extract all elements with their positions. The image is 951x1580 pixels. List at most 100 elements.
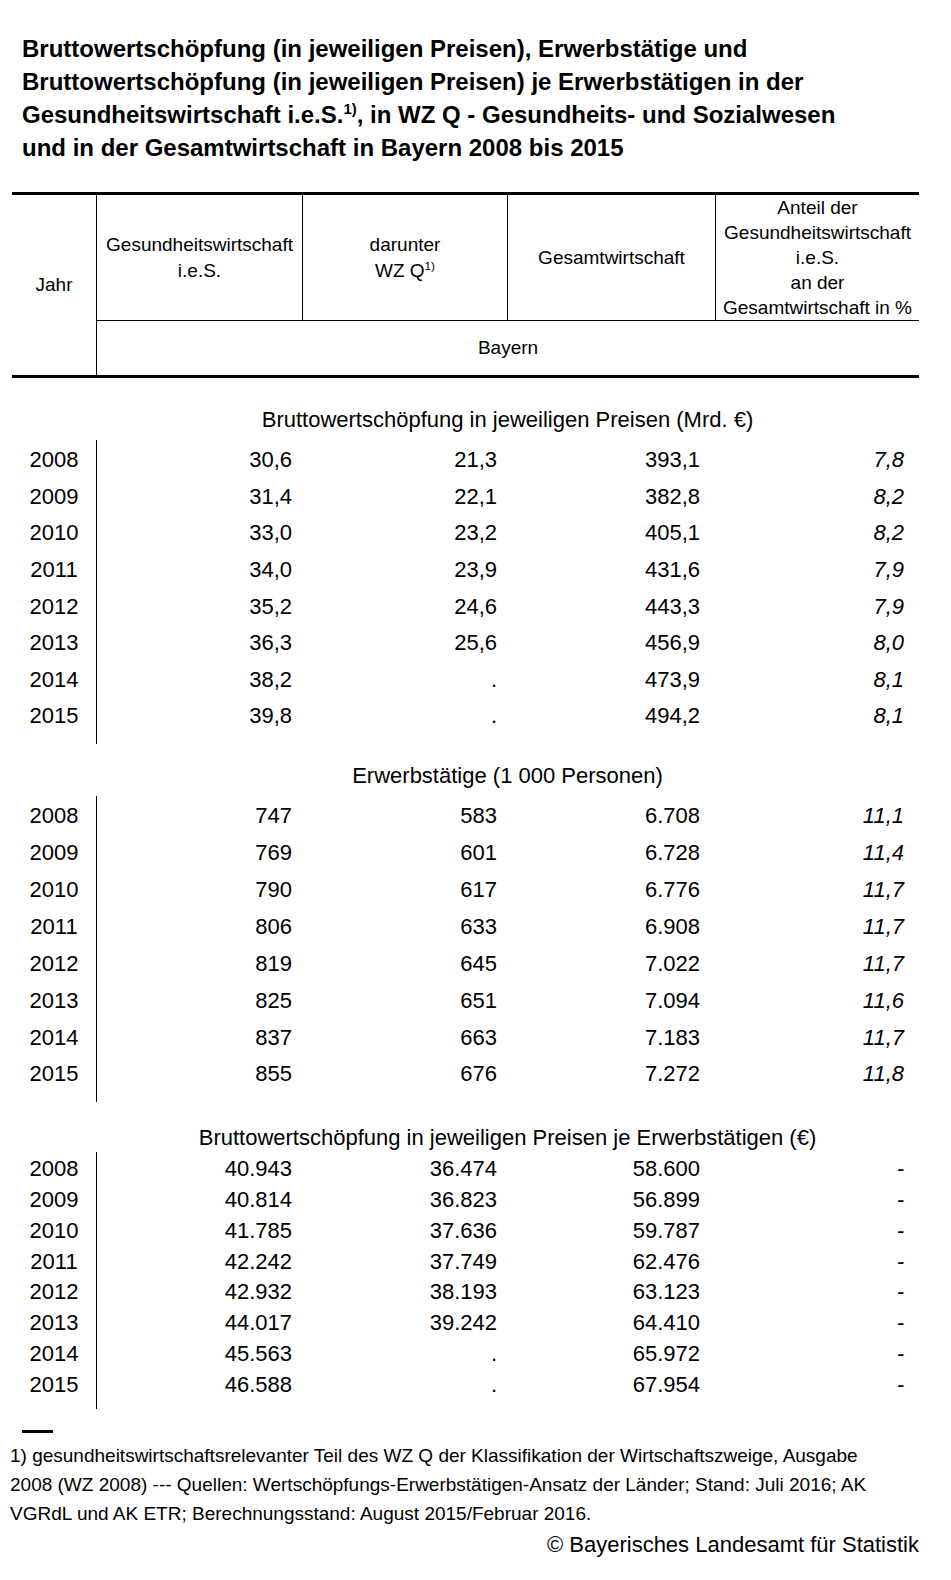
value-cell: 40.814 <box>96 1187 302 1213</box>
value-cell: - <box>715 1187 919 1213</box>
copyright-notice: © Bayerisches Landesamt für Statistik <box>12 1532 919 1558</box>
value-cell: 494,2 <box>507 703 715 729</box>
value-cell: 38.193 <box>302 1279 507 1305</box>
value-cell: 23,2 <box>302 520 507 546</box>
footnote: 1) gesundheitswirtschaftsrelevanter Teil… <box>10 1441 941 1528</box>
value-cell: 44.017 <box>96 1310 302 1336</box>
value-cell: 6.708 <box>507 803 715 829</box>
year-cell: 2012 <box>12 1279 96 1305</box>
value-cell: . <box>302 1341 507 1367</box>
value-cell: 42.242 <box>96 1249 302 1275</box>
table-row: 20138256517.09411,6 <box>12 982 919 1019</box>
value-cell: 67.954 <box>507 1372 715 1398</box>
value-cell: 56.899 <box>507 1187 715 1213</box>
value-cell: 36,3 <box>96 630 302 656</box>
table-row: 200940.81436.82356.899- <box>12 1185 919 1216</box>
value-cell: 11,1 <box>715 803 919 829</box>
table-row: 201033,023,2405,18,2 <box>12 515 919 552</box>
section-rows: 200830,621,3393,17,8200931,422,1382,88,2… <box>12 442 919 735</box>
table-header: Jahr Gesundheitswirtschaft i.e.S. darunt… <box>12 192 919 378</box>
value-cell: . <box>302 1372 507 1398</box>
column-header-gesamtwirtschaft: Gesamtwirtschaft <box>507 195 715 321</box>
value-cell: 8,0 <box>715 630 919 656</box>
value-cell: 8,2 <box>715 520 919 546</box>
year-cell: 2013 <box>12 630 96 656</box>
value-cell: 38,2 <box>96 667 302 693</box>
value-cell: 11,7 <box>715 877 919 903</box>
section-rows: 200840.94336.47458.600-200940.81436.8235… <box>12 1154 919 1400</box>
table-row: 201336,325,6456,98,0 <box>12 625 919 662</box>
value-cell: 7,9 <box>715 594 919 620</box>
year-cell: 2014 <box>12 1341 96 1367</box>
value-cell: 601 <box>302 840 507 866</box>
column-header-anteil: Anteil der Gesundheitswirtschaft i.e.S. … <box>715 195 919 321</box>
section-title: Bruttowertschöpfung in jeweiligen Preise… <box>96 408 919 432</box>
value-cell: 36.823 <box>302 1187 507 1213</box>
value-cell: 59.787 <box>507 1218 715 1244</box>
value-cell: 37.636 <box>302 1218 507 1244</box>
value-cell: 11,8 <box>715 1061 919 1087</box>
value-cell: 65.972 <box>507 1341 715 1367</box>
year-cell: 2010 <box>12 520 96 546</box>
table-row: 20128196457.02211,7 <box>12 945 919 982</box>
value-cell: 25,6 <box>302 630 507 656</box>
table-row: 201041.78537.63659.787- <box>12 1215 919 1246</box>
table-row: 201134,023,9431,67,9 <box>12 552 919 589</box>
value-cell: - <box>715 1218 919 1244</box>
column-header-jahr: Jahr <box>12 195 96 375</box>
section-bws-je-erwerbstaetigen: Bruttowertschöpfung in jeweiligen Preise… <box>12 1126 919 1400</box>
value-cell: - <box>715 1156 919 1182</box>
value-cell: 8,1 <box>715 667 919 693</box>
year-cell: 2014 <box>12 1025 96 1051</box>
section-title: Bruttowertschöpfung in jeweiligen Preise… <box>96 1126 919 1150</box>
year-cell: 2011 <box>12 914 96 940</box>
section-title: Erwerbstätige (1 000 Personen) <box>96 764 919 788</box>
value-cell: 45.563 <box>96 1341 302 1367</box>
table-row: 200840.94336.47458.600- <box>12 1154 919 1185</box>
value-cell: 33,0 <box>96 520 302 546</box>
value-cell: 22,1 <box>302 484 507 510</box>
table-row: 201142.24237.74962.476- <box>12 1246 919 1277</box>
value-cell: 39,8 <box>96 703 302 729</box>
value-cell: 40.943 <box>96 1156 302 1182</box>
value-cell: 645 <box>302 951 507 977</box>
value-cell: 7.094 <box>507 988 715 1014</box>
year-cell: 2012 <box>12 594 96 620</box>
page-title: Bruttowertschöpfung (in jeweiligen Preis… <box>22 32 931 164</box>
value-cell: 37.749 <box>302 1249 507 1275</box>
value-cell: 825 <box>96 988 302 1014</box>
value-cell: 7,8 <box>715 447 919 473</box>
value-cell: 35,2 <box>96 594 302 620</box>
document-page: Bruttowertschöpfung (in jeweiligen Preis… <box>0 0 951 1580</box>
section-bruttowertschoepfung: Bruttowertschöpfung in jeweiligen Preise… <box>12 408 919 735</box>
table-row: 200830,621,3393,17,8 <box>12 442 919 479</box>
value-cell: 8,2 <box>715 484 919 510</box>
value-cell: 63.123 <box>507 1279 715 1305</box>
footnote-marker: 1) <box>343 101 356 117</box>
table-row: 201235,224,6443,37,9 <box>12 588 919 625</box>
value-cell: 837 <box>96 1025 302 1051</box>
value-cell: 806 <box>96 914 302 940</box>
year-cell: 2010 <box>12 877 96 903</box>
value-cell: 393,1 <box>507 447 715 473</box>
value-cell: 64.410 <box>507 1310 715 1336</box>
value-cell: 42.932 <box>96 1279 302 1305</box>
value-cell: 24,6 <box>302 594 507 620</box>
value-cell: 651 <box>302 988 507 1014</box>
value-cell: 34,0 <box>96 557 302 583</box>
value-cell: 21,3 <box>302 447 507 473</box>
region-header: Bayern <box>96 321 919 375</box>
value-cell: 747 <box>96 803 302 829</box>
section-rows: 20087475836.70811,120097696016.72811,420… <box>12 798 919 1093</box>
footnote-line-1: 1) gesundheitswirtschaftsrelevanter Teil… <box>10 1441 941 1470</box>
value-cell: 819 <box>96 951 302 977</box>
value-cell: 36.474 <box>302 1156 507 1182</box>
value-cell: . <box>302 703 507 729</box>
value-cell: 7.022 <box>507 951 715 977</box>
value-cell: 676 <box>302 1061 507 1087</box>
title-line-2: Bruttowertschöpfung (in jeweiligen Preis… <box>22 65 931 98</box>
value-cell: 46.588 <box>96 1372 302 1398</box>
year-cell: 2011 <box>12 1249 96 1275</box>
footnote-line-2: 2008 (WZ 2008) --- Quellen: Wertschöpfun… <box>10 1470 941 1499</box>
year-cell: 2013 <box>12 1310 96 1336</box>
